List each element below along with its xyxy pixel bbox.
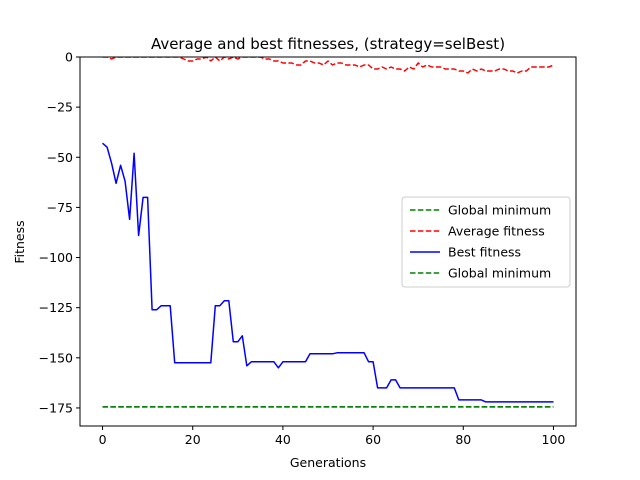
series-line-best-fitness [102,142,554,403]
legend-entry-label: Global minimum [448,266,551,281]
series-line-average-fitness [102,57,554,74]
x-axis: 0 20 40 60 80 100 [99,426,566,447]
x-axis-label: Generations [290,455,366,470]
y-tick-label: −125 [39,300,73,315]
legend-entry-label: Best fitness [448,245,521,260]
y-axis: 0 −25 −50 −75 −100 −125 −150 −175 [39,50,80,415]
legend-frame [401,196,571,288]
x-tick-label: 60 [365,432,381,447]
x-tick-label: 0 [99,432,107,447]
x-tick-label: 80 [455,432,471,447]
y-tick-label: −100 [39,250,73,265]
legend: Global minimum Average fitness Best fitnes… [401,196,571,288]
x-tick-label: 20 [185,432,201,447]
x-tick-label: 100 [542,432,566,447]
chart-title: Average and best fitnesses, (strategy=se… [151,35,505,53]
y-tick-label: −150 [39,350,73,365]
y-tick-label: −25 [47,100,73,115]
legend-entry-label: Average fitness [448,224,545,239]
y-tick-label: −50 [47,150,73,165]
legend-entry-label: Global minimum [448,203,551,218]
y-tick-label: −175 [39,400,73,415]
y-tick-label: −75 [47,200,73,215]
plot-frame [79,56,577,427]
y-tick-label: 0 [65,50,73,65]
y-axis-label: Fitness [12,220,27,263]
x-tick-label: 40 [275,432,291,447]
series-layer [102,57,554,408]
